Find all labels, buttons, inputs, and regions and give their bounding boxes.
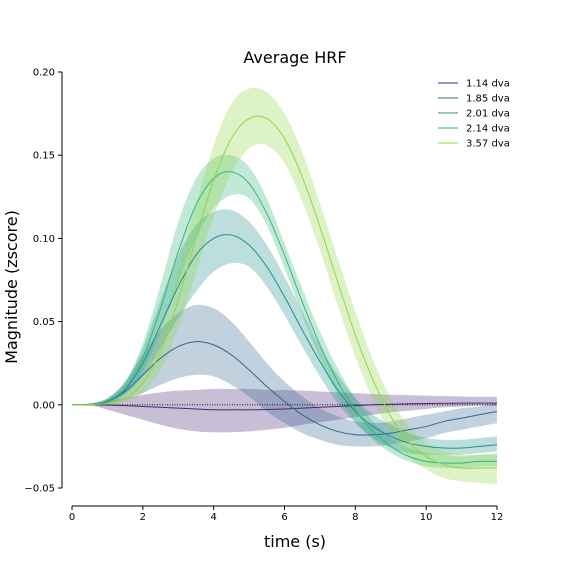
x-tick-label: 2 (140, 512, 146, 523)
band-1-85-dva (72, 304, 497, 447)
x-tick-label: 6 (281, 512, 287, 523)
y-tick-label: 0.10 (33, 234, 55, 245)
y-tick-label: 0.20 (33, 68, 55, 79)
legend-label-1-14-dva: 1.14 dva (466, 79, 510, 90)
legend-label-2-01-dva: 2.01 dva (466, 109, 510, 120)
x-axis-ticks: 0 2 4 6 8 10 12 (69, 506, 504, 523)
y-tick-label: 0.15 (33, 151, 55, 162)
legend-label-2-14-dva: 2.14 dva (466, 124, 510, 135)
x-tick-label: 0 (69, 512, 75, 523)
line-1-85-dva (71, 341, 498, 436)
band-2-01-dva (72, 209, 497, 455)
y-axis-ticks: −0.05 0.00 0.05 0.10 0.15 0.20 (24, 68, 62, 495)
y-axis-label: Magnitude (zscore) (2, 210, 21, 364)
chart-title: Average HRF (243, 48, 346, 67)
legend-label-3-57-dva: 3.57 dva (466, 139, 510, 150)
legend-label-1-85-dva: 1.85 dva (466, 94, 510, 105)
line-2-01-dva (71, 234, 498, 449)
band-1-14-dva (72, 388, 497, 433)
y-tick-label: −0.05 (24, 484, 55, 495)
x-axis-label: time (s) (264, 532, 326, 551)
line-1-14-dva (71, 402, 497, 411)
line-2-14-dva (71, 171, 498, 464)
band-2-14-dva (72, 154, 497, 469)
y-tick-label: 0.05 (33, 317, 55, 328)
series-lines (71, 115, 498, 469)
y-tick-label: 0.00 (33, 400, 55, 411)
x-tick-label: 4 (210, 512, 216, 523)
x-tick-label: 12 (491, 512, 504, 523)
legend: 1.14 dva 1.85 dva 2.01 dva 2.14 dva 3.57 dva (438, 79, 510, 150)
axes: 0 2 4 6 8 10 12 −0.05 0.00 0.05 0.10 0.15 0.20 (24, 68, 503, 524)
x-tick-label: 8 (352, 512, 358, 523)
line-3-57-dva (71, 115, 497, 469)
confidence-bands (72, 87, 497, 485)
x-tick-label: 10 (420, 512, 433, 523)
plot-area (71, 87, 498, 485)
